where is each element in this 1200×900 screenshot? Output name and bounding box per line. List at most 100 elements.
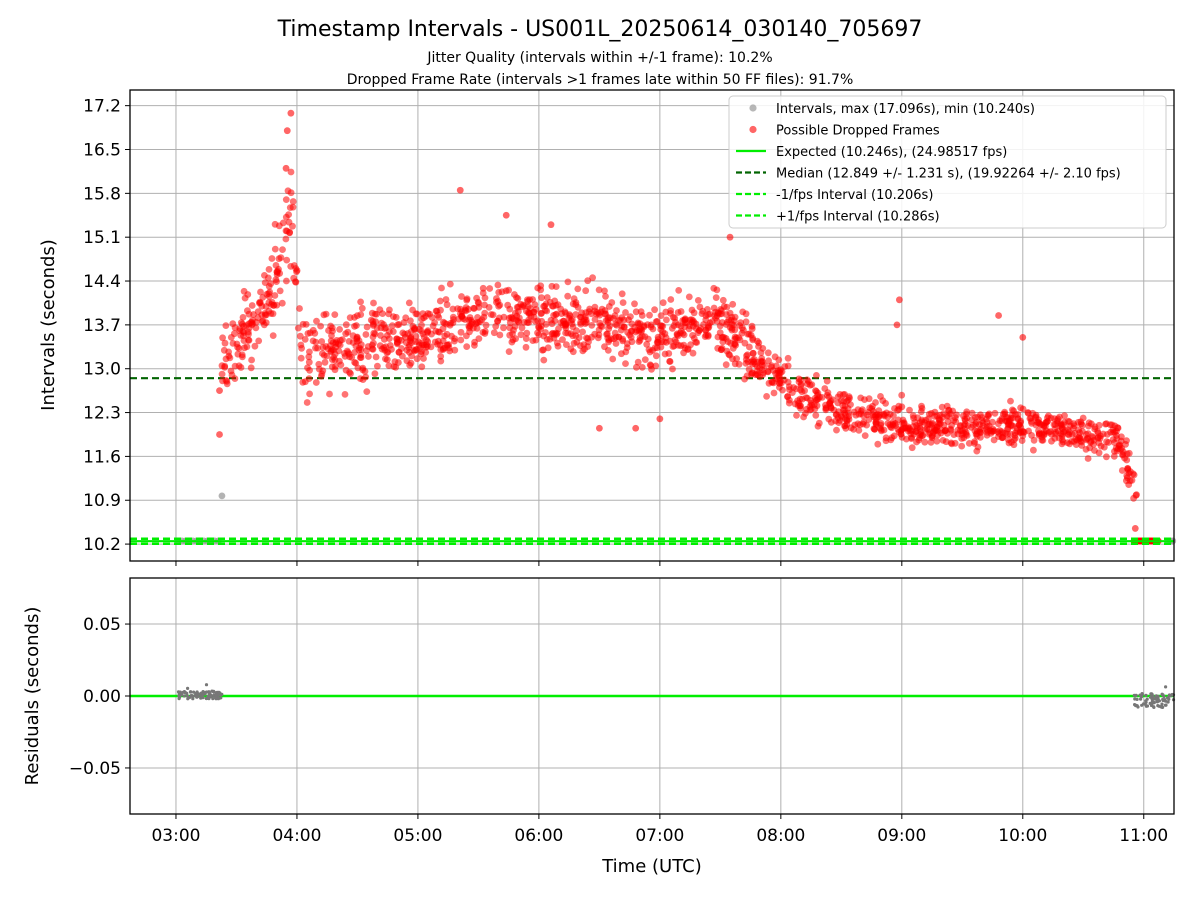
dropped-frame-point [446, 280, 454, 288]
dropped-frame-point [525, 319, 533, 326]
dropped-frame-point [749, 349, 757, 357]
dropped-frame-point [276, 287, 284, 295]
dropped-frame-point [394, 321, 402, 329]
dropped-frame-point [933, 437, 941, 445]
dropped-frame-point [968, 416, 976, 424]
residual-point [177, 695, 182, 699]
dropped-frame-point [1073, 436, 1081, 444]
dropped-frame-point [391, 358, 399, 366]
residuals-panel: 0.050.00−0.05 03:00 04:00 05:00 06:00 07:00 0… [22, 577, 1176, 877]
dropped-frame-point [737, 319, 745, 327]
dropped-frame-point [563, 341, 570, 348]
dropped-frame-point [731, 313, 739, 321]
dropped-frame-point [547, 221, 555, 229]
dropped-frame-point [649, 325, 657, 333]
dropped-frame-point [722, 361, 730, 369]
dropped-frame-point [948, 440, 956, 448]
dropped-frame-point [357, 346, 365, 353]
dropped-frame-point [486, 285, 494, 292]
dropped-frame-point [821, 385, 829, 392]
residual-point [211, 697, 215, 701]
dropped-frame-point [247, 364, 255, 372]
dropped-frame-point [1116, 442, 1123, 450]
dropped-frame-point [1048, 431, 1055, 438]
dropped-frame-point [475, 335, 483, 342]
dropped-frame-point [297, 354, 305, 362]
dropped-frame-point [989, 428, 997, 435]
dropped-frame-point [222, 322, 230, 329]
dropped-frame-point [983, 425, 990, 433]
dropped-frame-point [652, 362, 660, 370]
residuals-y-tick-label: −0.05 [69, 759, 121, 779]
dropped-frame-point [529, 337, 537, 344]
dropped-frame-point [965, 440, 973, 447]
dropped-frame-point [674, 309, 682, 316]
residual-point [1144, 699, 1148, 703]
dropped-frame-point [282, 227, 290, 235]
intervals-y-tick-label: 10.9 [83, 491, 121, 511]
dropped-frame-point [582, 287, 590, 295]
dropped-frame-point [555, 325, 562, 333]
dropped-frame-point [754, 337, 761, 345]
dropped-frame-point [877, 393, 884, 400]
dropped-frame-point [724, 318, 731, 326]
dropped-frame-point [591, 316, 599, 323]
dropped-frame-point [225, 352, 233, 360]
dropped-frame-point [1011, 434, 1019, 442]
dropped-frame-point [865, 416, 873, 423]
dropped-frame-point [958, 435, 966, 442]
dropped-frame-point [742, 318, 750, 326]
dropped-frame-point [723, 303, 731, 311]
dropped-frame-point [279, 219, 287, 227]
dropped-frame-point [305, 375, 313, 382]
dropped-frame-point [893, 321, 901, 329]
dropped-frame-point [374, 362, 381, 370]
dropped-frame-point [606, 322, 614, 330]
dropped-frame-point [671, 314, 679, 322]
dropped-frame-point [437, 353, 445, 360]
dropped-frame-point [292, 278, 299, 286]
dropped-frame-point [432, 307, 440, 315]
dropped-frame-point [1118, 467, 1126, 474]
residuals-x-ticks: 03:00 04:00 05:00 06:00 07:00 08:00 09:00 10:00… [151, 814, 1168, 846]
dropped-frame-point [302, 321, 310, 328]
dropped-frame-point [347, 370, 354, 378]
dropped-frame-point [1002, 430, 1009, 437]
dropped-frame-point [227, 334, 235, 341]
residual-point [1164, 703, 1168, 707]
dropped-frame-point [289, 203, 297, 211]
dropped-frame-point [562, 329, 569, 337]
dropped-frame-point [370, 339, 377, 347]
dropped-frame-point [267, 280, 275, 287]
residual-point [1167, 697, 1171, 701]
dropped-frame-point [628, 338, 636, 346]
legend-label-expected: Expected (10.246s), (24.98517 fps) [776, 145, 1007, 160]
dropped-frame-point [735, 360, 743, 368]
x-tick-label: 09:00 [877, 826, 926, 846]
dropped-frame-point [271, 245, 279, 253]
dropped-frame-point [833, 426, 840, 434]
dropped-frame-point [1076, 429, 1083, 436]
dropped-frame-point [554, 342, 562, 350]
dropped-frame-point [245, 310, 253, 318]
dropped-frame-point [463, 295, 471, 303]
dropped-frame-point [731, 326, 739, 334]
dropped-frame-point [371, 330, 379, 338]
dropped-frame-point [255, 337, 263, 345]
dropped-frame-point [492, 322, 500, 330]
dropped-frame-point [984, 411, 992, 419]
dropped-frame-point [318, 338, 326, 345]
dropped-frame-point [537, 282, 545, 290]
dropped-frame-point [1058, 440, 1066, 448]
intervals-y-tick-label: 17.2 [83, 97, 121, 117]
dropped-frame-point [229, 340, 237, 347]
dropped-frame-point [306, 390, 313, 398]
dropped-frame-point [830, 406, 838, 414]
dropped-frame-point [720, 334, 728, 341]
dropped-frame-point [305, 353, 313, 361]
dropped-frame-point [363, 388, 371, 395]
dropped-frame-point [784, 354, 792, 362]
legend-marker-intervals [749, 104, 757, 112]
residual-point [200, 695, 204, 699]
dropped-frame-point [220, 346, 228, 354]
